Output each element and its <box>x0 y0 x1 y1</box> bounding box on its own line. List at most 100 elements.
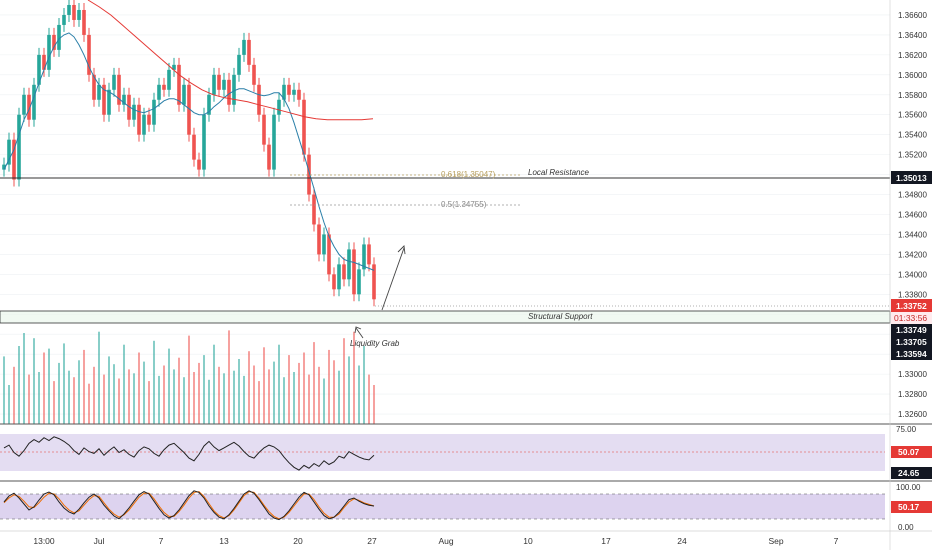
candle-body <box>82 9 86 35</box>
time-tick-label: 7 <box>159 536 164 546</box>
volume-bar <box>323 378 325 424</box>
resistance-price-tag: 1.35013 <box>891 171 932 184</box>
volume-bar <box>253 365 255 424</box>
candle-body <box>142 114 146 135</box>
candle-body <box>22 94 26 115</box>
candle-body <box>187 84 191 135</box>
volume-bar <box>148 381 150 424</box>
volume-bar <box>28 374 30 424</box>
volume-bar <box>348 356 350 424</box>
candle-body <box>2 164 6 170</box>
volume-bar <box>268 369 270 424</box>
volume-bar <box>168 348 170 424</box>
candle-body <box>277 99 281 115</box>
volume-bar <box>138 352 140 424</box>
volume-bar <box>308 374 310 424</box>
volume-bar <box>118 378 120 424</box>
fib-618-label: 0.618(1.35047) <box>441 170 496 179</box>
volume-bar <box>58 362 60 424</box>
candle-body <box>227 79 231 105</box>
volume-bar <box>293 372 295 424</box>
volume-bar <box>78 360 80 424</box>
candle-body <box>317 224 321 255</box>
liquidity-grab-label: Liquidity Grab <box>350 339 400 348</box>
candle-body <box>297 89 301 100</box>
candle-body <box>282 84 286 100</box>
candle-body <box>52 34 56 50</box>
candle-body <box>157 84 161 100</box>
candle-body <box>362 244 366 270</box>
rsi-band <box>0 434 885 471</box>
candle-body <box>117 74 121 105</box>
volume-bar <box>48 348 50 424</box>
candle-body <box>352 249 356 295</box>
volume-bar <box>83 349 85 424</box>
candle-body <box>272 114 276 170</box>
price-tick-label: 1.36600 <box>898 11 927 20</box>
volume-bar <box>183 377 185 424</box>
volume-bar <box>343 338 345 424</box>
candle-body <box>267 144 271 170</box>
liquidity-grab-arrow <box>354 326 364 339</box>
volume-bar <box>223 373 225 424</box>
candle-body <box>112 74 116 90</box>
volume-bar <box>158 375 160 424</box>
candle-body <box>107 89 111 115</box>
candle-body <box>217 74 221 90</box>
candle-body <box>262 114 266 145</box>
candle-body <box>222 79 226 90</box>
volume-bar <box>68 370 70 424</box>
candle-body <box>192 134 196 160</box>
support-low-tag: 1.33594 <box>891 348 932 360</box>
candle-body <box>252 64 256 85</box>
candle-body <box>367 244 371 265</box>
candle-body <box>312 194 316 225</box>
candle-body <box>172 64 176 70</box>
price-tick-label: 1.36000 <box>898 71 927 80</box>
candle-body <box>12 139 16 180</box>
candle-body <box>182 84 186 105</box>
volume-bar <box>3 356 5 424</box>
candle-body <box>147 114 151 125</box>
volume-bar <box>228 330 230 424</box>
volume-bar <box>198 362 200 424</box>
candle-body <box>242 39 246 55</box>
current-price-tag: 1.33752 <box>891 299 932 312</box>
rsi-tick-75: 75.00 <box>896 425 917 434</box>
volume-bar <box>163 365 165 424</box>
candle-body <box>92 74 96 100</box>
candle-body <box>357 269 361 295</box>
support-mid-tag: 1.33705 <box>891 336 932 348</box>
stoch-k-line <box>3 490 375 521</box>
volume-bar <box>273 361 275 424</box>
volume-bar <box>103 374 105 424</box>
price-tick-label: 1.36400 <box>898 31 927 40</box>
volume-bar <box>338 370 340 424</box>
volume-bar <box>288 355 290 424</box>
volume-bar <box>178 357 180 424</box>
volume-bar <box>258 381 260 424</box>
volume-bar <box>368 374 370 424</box>
price-tick-label: 1.33000 <box>898 370 927 379</box>
price-tick-label: 1.36200 <box>898 51 927 60</box>
volume-bar <box>108 356 110 424</box>
time-tick-label: 24 <box>677 536 687 546</box>
volume-bar <box>88 383 90 424</box>
candle-body <box>177 64 181 105</box>
price-tick-label: 1.34600 <box>898 210 927 219</box>
volume-bar <box>143 361 145 424</box>
candle-body <box>32 84 36 120</box>
volume-bar <box>8 385 10 424</box>
volume-bar <box>173 369 175 424</box>
time-tick-label: 20 <box>293 536 303 546</box>
time-axis[interactable]: 13:00 Jul 7 13 20 27 Aug 10 17 24 Sep 7 <box>33 536 838 546</box>
countdown-tag: 01:33:56 <box>891 312 932 324</box>
volume-bar <box>333 360 335 424</box>
svg-text:01:33:56: 01:33:56 <box>894 313 927 323</box>
volume-bar <box>38 372 40 424</box>
volume-bar <box>33 338 35 424</box>
volume-bar <box>123 344 125 424</box>
stoch-tick-100: 100.00 <box>896 483 921 492</box>
volume-bar <box>53 381 55 424</box>
